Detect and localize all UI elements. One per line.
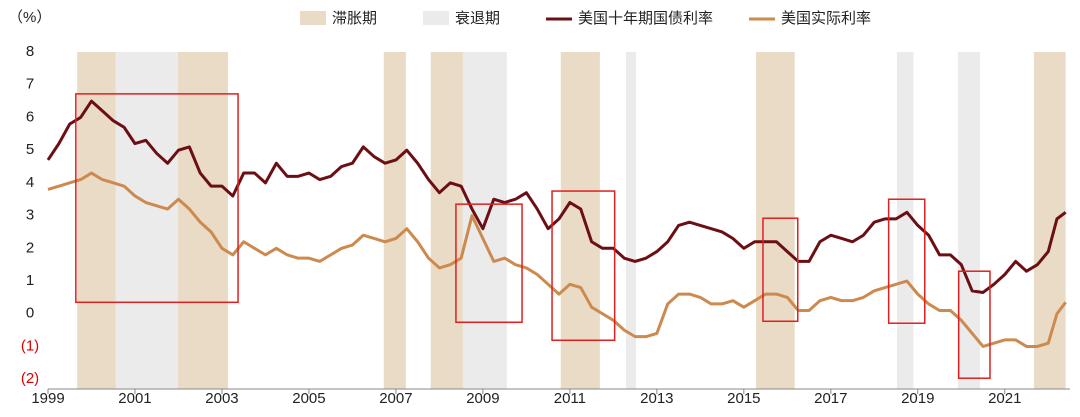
x-tick-label: 2003 xyxy=(205,390,238,407)
legend-label: 美国十年期国债利率 xyxy=(578,10,713,27)
y-tick-label: 8 xyxy=(26,43,34,60)
y-tick-label: 7 xyxy=(26,76,34,93)
legend-label: 衰退期 xyxy=(455,10,500,27)
x-tick-label: 2009 xyxy=(466,390,499,407)
x-tick-label: 2017 xyxy=(814,390,847,407)
shaded-period xyxy=(77,52,116,389)
x-tick-label: 2019 xyxy=(901,390,934,407)
series-line xyxy=(46,99,1067,294)
y-tick-label: 5 xyxy=(26,141,34,158)
legend-swatch xyxy=(300,11,326,25)
highlight-box xyxy=(887,198,926,324)
shaded-period xyxy=(115,52,179,389)
x-tick-label: 2021 xyxy=(988,390,1021,407)
y-tick-label: (2) xyxy=(21,370,39,387)
highlight-box xyxy=(762,217,799,323)
y-tick-label: 0 xyxy=(26,305,34,322)
shaded-period xyxy=(560,52,600,389)
y-tick-label: (1) xyxy=(21,337,39,354)
x-tick-label: 2013 xyxy=(640,390,673,407)
x-tick-label: 2011 xyxy=(554,390,586,407)
y-tick-label: 4 xyxy=(26,174,34,191)
shaded-period xyxy=(430,52,463,389)
x-tick-label: 2015 xyxy=(727,390,760,407)
y-tick-label: 1 xyxy=(26,272,34,289)
highlight-box xyxy=(551,190,616,341)
y-tick-label: 6 xyxy=(26,108,34,125)
highlight-box xyxy=(957,270,991,379)
shaded-period xyxy=(756,52,795,389)
x-tick-label: 2007 xyxy=(379,390,412,407)
shaded-period xyxy=(383,52,406,389)
y-unit-label: （%） xyxy=(8,9,51,26)
y-tick-label: 3 xyxy=(26,207,34,224)
highlight-box xyxy=(75,93,239,304)
highlight-box xyxy=(455,203,523,324)
legend-label: 美国实际利率 xyxy=(781,10,871,27)
series-line xyxy=(47,171,1067,348)
x-tick-label: 2001 xyxy=(118,390,151,407)
x-tick-label: 1999 xyxy=(31,390,64,407)
shaded-period xyxy=(178,52,229,389)
y-tick-label: 2 xyxy=(26,239,34,256)
shaded-period xyxy=(957,52,980,389)
legend-label: 滞胀期 xyxy=(332,10,377,27)
shaded-period xyxy=(625,52,636,389)
x-tick-label: 2005 xyxy=(292,390,325,407)
legend-swatch xyxy=(423,11,450,25)
shaded-period xyxy=(896,52,914,389)
